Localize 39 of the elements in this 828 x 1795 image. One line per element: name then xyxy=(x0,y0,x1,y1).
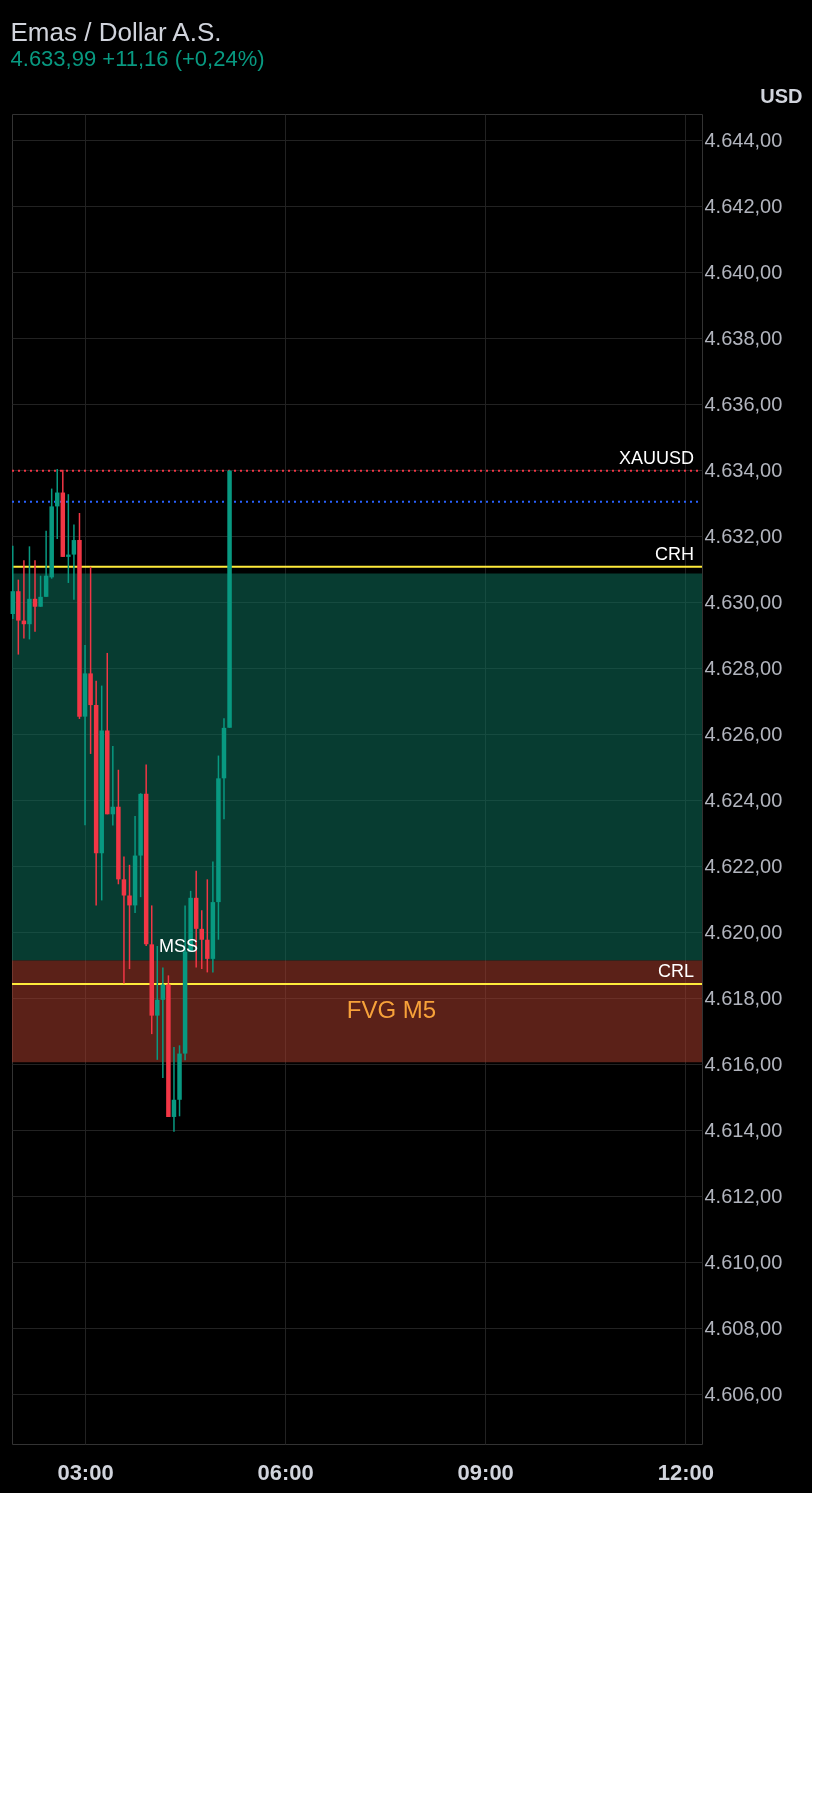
candlestick xyxy=(66,493,71,584)
y-tick-label: 4.624,00 xyxy=(704,788,783,811)
y-tick-label: 4.636,00 xyxy=(704,392,783,415)
candlestick xyxy=(10,544,16,620)
y-tick-label: 4.620,00 xyxy=(704,920,783,943)
y-tick-label: 4.626,00 xyxy=(704,722,783,745)
y-tick-label: 4.612,00 xyxy=(704,1184,783,1207)
y-tick-label: 4.630,00 xyxy=(704,590,783,613)
candlestick xyxy=(155,945,160,1061)
y-tick-label: 4.618,00 xyxy=(704,986,783,1009)
y-tick-label: 4.606,00 xyxy=(704,1383,783,1405)
chart-title: Emas / Dollar A.S. xyxy=(10,17,222,47)
x-tick-label: 09:00 xyxy=(457,1459,514,1485)
y-tick-label: 4.638,00 xyxy=(704,326,783,349)
x-tick-label: 06:00 xyxy=(257,1459,314,1485)
band-label: FVG M5 xyxy=(346,996,437,1024)
y-tick-label: 4.614,00 xyxy=(704,1118,783,1141)
y-tick-label: 4.610,00 xyxy=(704,1250,783,1273)
candlestick xyxy=(38,574,43,608)
candlestick xyxy=(199,909,205,970)
y-tick-label: 4.608,00 xyxy=(704,1316,783,1339)
y-tick-label: 4.632,00 xyxy=(704,524,783,547)
y-tick-label: 4.634,00 xyxy=(704,458,783,481)
candlestick xyxy=(205,878,210,974)
candlestick xyxy=(127,864,132,970)
x-tick-label: 12:00 xyxy=(657,1459,714,1485)
ref-line-label: CRL xyxy=(657,960,694,981)
y-tick-label: 4.644,00 xyxy=(704,128,783,151)
y-tick-label: 4.616,00 xyxy=(704,1052,783,1075)
y-tick-label: 4.640,00 xyxy=(704,260,783,283)
y-axis-title: USD xyxy=(760,84,803,107)
y-tick-label: 4.628,00 xyxy=(704,656,783,679)
candlestick xyxy=(71,523,77,601)
x-tick-label: 03:00 xyxy=(57,1459,114,1485)
chart-subtitle: 4.633,99 +11,16 (+0,24%) xyxy=(10,46,265,71)
ref-line-label: XAUUSD xyxy=(618,447,694,468)
y-tick-label: 4.622,00 xyxy=(704,854,783,877)
y-tick-label: 4.642,00 xyxy=(704,194,783,217)
ref-line-label: CRH xyxy=(655,543,694,564)
